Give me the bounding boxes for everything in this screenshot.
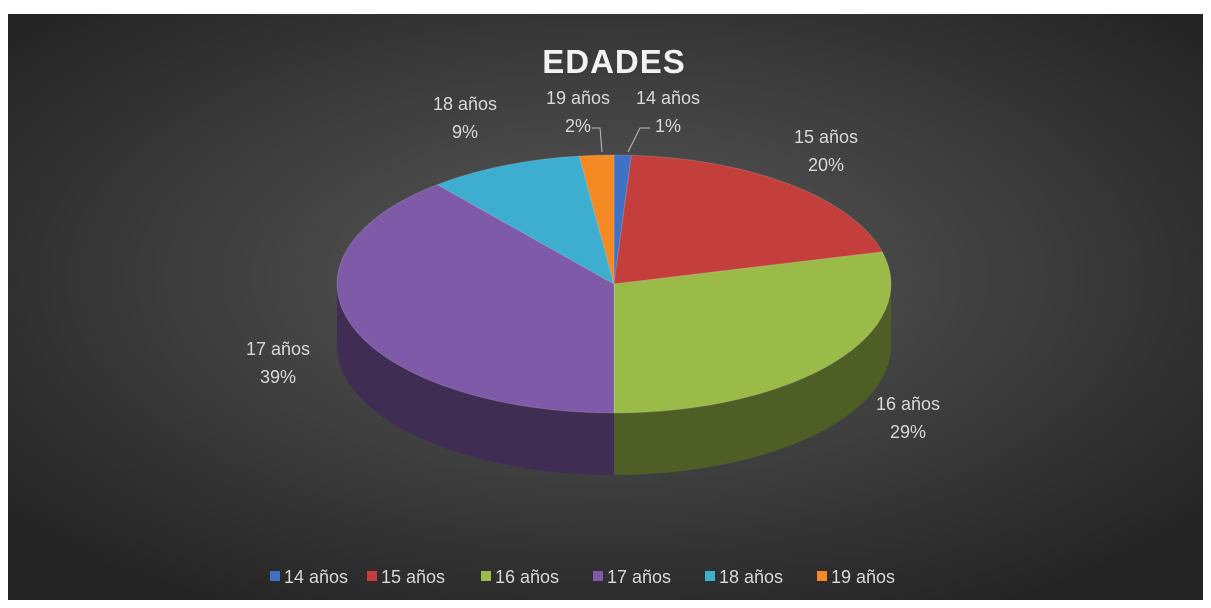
data-label: 19 años 2% bbox=[546, 88, 610, 136]
pie-slice bbox=[613, 251, 892, 414]
data-label-value: 20% bbox=[808, 155, 844, 175]
data-label: 17 años 39% bbox=[246, 339, 310, 387]
data-label-category: 15 años bbox=[794, 127, 858, 147]
legend-label: 15 años bbox=[381, 567, 445, 587]
leader-line bbox=[627, 127, 650, 153]
pie-side bbox=[337, 284, 614, 475]
legend-marker bbox=[817, 571, 827, 581]
pie-slice bbox=[336, 184, 615, 414]
data-label-value: 2% bbox=[565, 116, 591, 136]
data-label-category: 14 años bbox=[636, 88, 700, 108]
legend-label: 19 años bbox=[831, 567, 895, 587]
data-label-category: 18 años bbox=[433, 94, 497, 114]
data-label-value: 1% bbox=[655, 116, 681, 136]
legend-marker bbox=[593, 571, 603, 581]
legend-marker bbox=[367, 571, 377, 581]
pie-sides bbox=[337, 284, 891, 475]
chart-title: EDADES bbox=[542, 43, 686, 80]
legend-marker bbox=[270, 571, 280, 581]
data-label: 14 años 1% bbox=[636, 88, 700, 136]
legend-marker bbox=[705, 571, 715, 581]
data-label-category: 19 años bbox=[546, 88, 610, 108]
data-label-value: 39% bbox=[260, 367, 296, 387]
data-label-value: 29% bbox=[890, 422, 926, 442]
pie-slice bbox=[613, 154, 884, 285]
data-label-value: 9% bbox=[452, 122, 478, 142]
data-label: 18 años 9% bbox=[433, 94, 497, 142]
leader-line bbox=[592, 127, 603, 153]
pie-tops bbox=[336, 154, 892, 414]
legend: 14 años 15 años 16 años 17 años 18 años 19 añ… bbox=[270, 567, 895, 587]
data-labels: 14 años 1%15 años 20%16 años 29%17 años 39%1… bbox=[246, 88, 940, 442]
legend-label: 18 años bbox=[719, 567, 783, 587]
data-label: 15 años 20% bbox=[794, 127, 858, 175]
data-label-category: 17 años bbox=[246, 339, 310, 359]
legend-marker bbox=[481, 571, 491, 581]
pie-side bbox=[614, 284, 891, 475]
pie-slice bbox=[578, 154, 615, 285]
legend-label: 17 años bbox=[607, 567, 671, 587]
data-label: 16 años 29% bbox=[876, 394, 940, 442]
data-label-category: 16 años bbox=[876, 394, 940, 414]
pie-slice bbox=[436, 155, 615, 286]
pie-slice bbox=[613, 154, 632, 285]
legend-label: 14 años bbox=[284, 567, 348, 587]
legend-label: 16 años bbox=[495, 567, 559, 587]
